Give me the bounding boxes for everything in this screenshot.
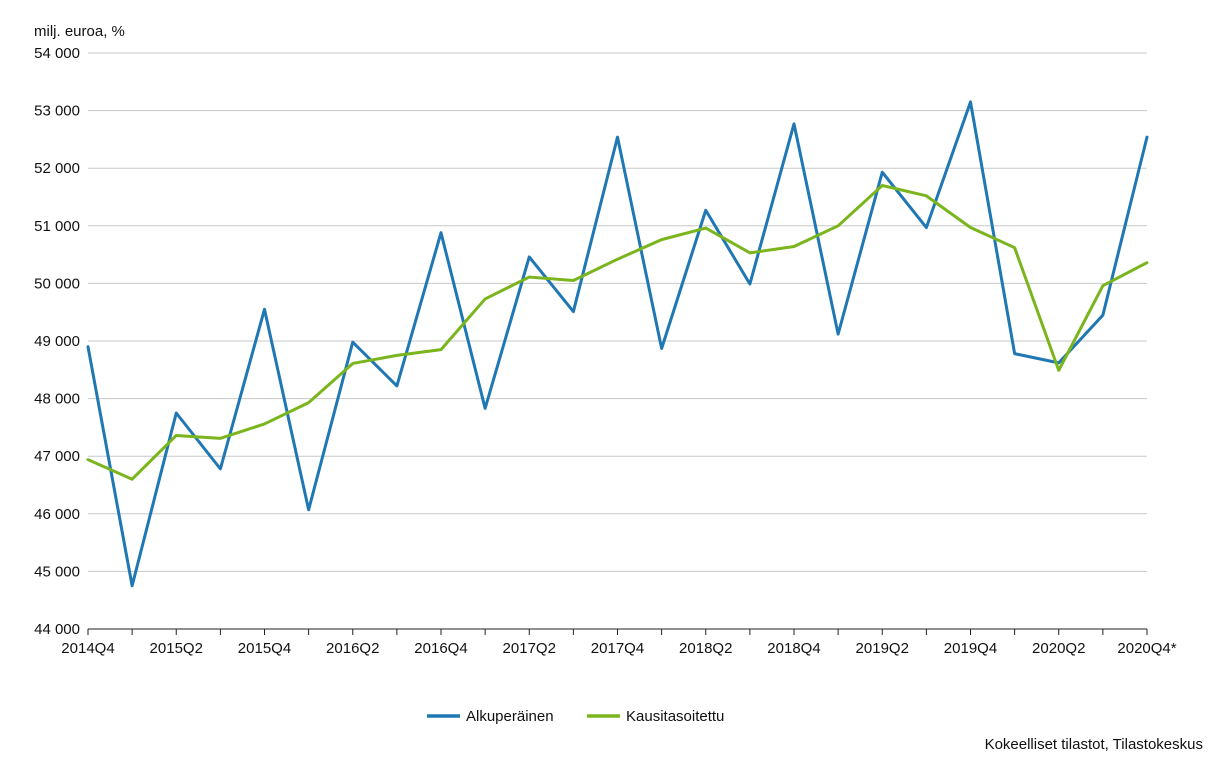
- y-tick-label: 47 000: [34, 448, 80, 465]
- series-line-alkuperainen: [86, 100, 1149, 588]
- x-tick-label: 2015Q4: [238, 640, 291, 657]
- y-tick-label: 51 000: [34, 218, 80, 235]
- x-tick-label: 2014Q4: [61, 640, 114, 657]
- axes: 44 000 45 000 46 000 47 000 48 000 49 000 50 0…: [34, 45, 1177, 657]
- y-tick-label: 46 000: [34, 506, 80, 523]
- legend-label: Alkuperäinen: [466, 708, 554, 725]
- x-tick-label: 2015Q2: [150, 640, 203, 657]
- x-tick-label: 2018Q2: [679, 640, 732, 657]
- x-tick-label: 2020Q4*: [1117, 640, 1176, 657]
- y-tick-label: 48 000: [34, 391, 80, 408]
- x-tick-label: 2017Q4: [591, 640, 644, 657]
- series-line-kausitasoitettu: [86, 183, 1149, 481]
- y-tick-label: 44 000: [34, 621, 80, 638]
- x-tick-label: 2016Q2: [326, 640, 379, 657]
- y-tick-label: 49 000: [34, 333, 80, 350]
- y-tick-label: 52 000: [34, 160, 80, 177]
- y-tick-label: 45 000: [34, 563, 80, 580]
- legend-label: Kausitasoitettu: [626, 708, 724, 725]
- y-tick-label: 53 000: [34, 103, 80, 120]
- x-tick-label: 2020Q2: [1032, 640, 1085, 657]
- y-tick-label: 54 000: [34, 45, 80, 62]
- y-tick-label: 50 000: [34, 275, 80, 292]
- y-axis-unit-label: milj. euroa, %: [34, 23, 125, 40]
- x-tick-label: 2019Q2: [856, 640, 909, 657]
- x-tick-label: 2016Q4: [414, 640, 467, 657]
- gridlines: [88, 52, 1147, 572]
- series-lines: [86, 100, 1149, 588]
- x-tick-label: 2017Q2: [503, 640, 556, 657]
- source-note: Kokeelliset tilastot, Tilastokeskus: [985, 736, 1203, 753]
- legend: Alkuperäinen Kausitasoitettu: [427, 708, 724, 725]
- x-tick-label: 2019Q4: [944, 640, 997, 657]
- x-tick-label: 2018Q4: [767, 640, 820, 657]
